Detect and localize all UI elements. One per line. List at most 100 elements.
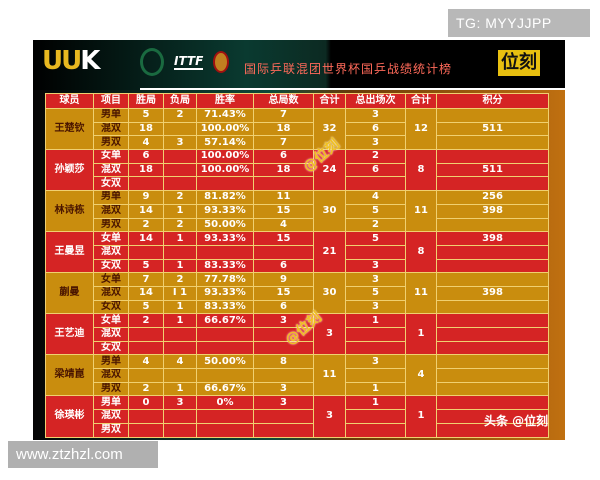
player-name: 徐瑛彬 xyxy=(45,395,94,438)
total-games-sum: 3 xyxy=(313,395,346,438)
event: 男单 xyxy=(93,190,129,205)
table-row: 王曼昱 女单 14 1 93.33% 15 21 5 8 398 xyxy=(45,231,549,274)
appearances: 2 xyxy=(345,149,406,164)
table-row: 蒯曼 女单 7 2 77.78% 9 30 3 11 xyxy=(45,272,549,315)
games-lost xyxy=(163,149,197,164)
games-lost: 1 xyxy=(163,381,197,397)
points xyxy=(436,422,549,438)
win-rate: 77.78% xyxy=(196,272,254,287)
games-won: 4 xyxy=(128,135,164,151)
games-lost: 2 xyxy=(163,272,197,287)
total-games xyxy=(253,327,314,342)
appearances: 1 xyxy=(345,395,406,411)
player-name: 蒯曼 xyxy=(45,272,94,315)
games-won xyxy=(128,340,164,356)
event: 女单 xyxy=(93,231,129,246)
games-lost: 1 xyxy=(163,299,197,315)
total-games: 7 xyxy=(253,135,314,151)
table-row: 混双 xyxy=(46,409,549,424)
table-row: 女双 5 1 83.33% 6 3 xyxy=(46,299,549,315)
points: 511 xyxy=(436,162,549,178)
appearances: 5 xyxy=(345,231,406,246)
win-rate: 100.00% xyxy=(196,121,254,137)
games-lost: 1 xyxy=(163,231,197,246)
table-row: 孙颖莎 女单 6 100.00% 6 24 2 8 xyxy=(45,149,549,192)
appearances xyxy=(345,422,406,438)
points xyxy=(436,381,549,397)
appearances-sum: 11 xyxy=(405,272,437,315)
appearances-sum: 1 xyxy=(405,395,437,438)
total-games: 3 xyxy=(253,381,314,397)
table-row: 混双 18 100.00% 18 6 511 xyxy=(46,121,549,137)
appearances: 5 xyxy=(345,285,406,301)
total-games-sum: 21 xyxy=(313,231,346,274)
appearances: 1 xyxy=(345,381,406,397)
win-rate: 83.33% xyxy=(196,299,254,315)
stats-table: 球员 项目 胜局 负局 胜率 总局数 合计 总出场次 合计 积分 王楚钦 男单 5 2 71.43% 7 32… xyxy=(45,93,549,438)
points xyxy=(436,244,549,260)
event: 女单 xyxy=(93,313,129,328)
event: 混双 xyxy=(93,203,129,219)
total-games: 9 xyxy=(253,272,314,287)
points: 398 xyxy=(436,285,549,301)
site-watermark: www.ztzhzl.com xyxy=(8,441,158,468)
games-won xyxy=(128,422,164,438)
appearances-sum: 12 xyxy=(405,107,437,151)
total-games: 15 xyxy=(253,231,314,246)
table-row: 男双 2 1 66.67% 3 1 xyxy=(46,381,549,397)
points xyxy=(436,299,549,315)
win-rate: 100.00% xyxy=(196,162,254,178)
games-won xyxy=(128,176,164,192)
games-won: 2 xyxy=(128,381,164,397)
total-games: 15 xyxy=(253,203,314,219)
games-won: 5 xyxy=(128,299,164,315)
win-rate xyxy=(196,368,254,383)
total-games: 6 xyxy=(253,299,314,315)
medal-logo-icon xyxy=(213,51,230,73)
table-row: 混双 xyxy=(46,244,549,260)
table-row: 混双 14 I 1 93.33% 15 5 398 xyxy=(46,285,549,301)
appearances: 3 xyxy=(345,258,406,274)
games-won xyxy=(128,244,164,260)
event: 女双 xyxy=(93,258,129,274)
total-games-sum: 24 xyxy=(313,149,346,192)
appearances-sum: 1 xyxy=(405,313,437,356)
column-header: 胜率 xyxy=(196,93,254,109)
games-lost: 3 xyxy=(163,395,197,411)
table-row: 混双 18 100.00% 18 6 511 xyxy=(46,162,549,178)
games-lost: I 1 xyxy=(163,285,197,301)
win-rate: 57.14% xyxy=(196,135,254,151)
win-rate xyxy=(196,176,254,192)
event: 混双 xyxy=(93,121,129,137)
appearances xyxy=(345,327,406,342)
player-name: 王艺迪 xyxy=(45,313,94,356)
points xyxy=(436,340,549,356)
brand-logo: 位刻 xyxy=(498,50,540,76)
event: 男单 xyxy=(93,395,129,411)
uuk-logo: UUK xyxy=(42,46,100,76)
points: 256 xyxy=(436,190,549,205)
points xyxy=(436,176,549,192)
win-rate: 50.00% xyxy=(196,354,254,370)
table-row: 混双 xyxy=(46,327,549,342)
games-won xyxy=(128,327,164,342)
games-lost xyxy=(163,121,197,137)
games-lost xyxy=(163,327,197,342)
source-tag: 头条 @位刻 xyxy=(484,414,549,428)
column-header: 负局 xyxy=(163,93,197,109)
total-games-sum: 11 xyxy=(313,354,346,397)
games-lost: 2 xyxy=(163,217,197,233)
win-rate: 66.67% xyxy=(196,313,254,328)
win-rate xyxy=(196,409,254,424)
games-lost xyxy=(163,340,197,356)
logo-left: UU xyxy=(42,46,82,76)
games-won: 14 xyxy=(128,285,164,301)
column-header: 总局数 xyxy=(253,93,314,109)
table-row: 王楚钦 男单 5 2 71.43% 7 32 3 12 xyxy=(45,107,549,151)
player-name: 梁靖崑 xyxy=(45,354,94,397)
points xyxy=(436,217,549,233)
total-games xyxy=(253,176,314,192)
appearances: 1 xyxy=(345,313,406,328)
appearances: 3 xyxy=(345,135,406,151)
appearances xyxy=(345,176,406,192)
